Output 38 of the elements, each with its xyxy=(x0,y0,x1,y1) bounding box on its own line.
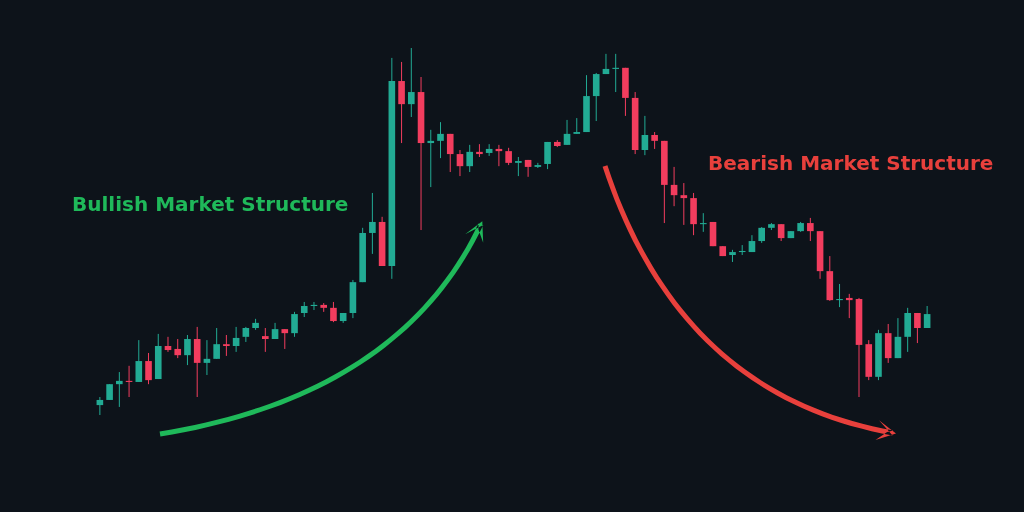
annotation: Bullish Market Structure xyxy=(72,192,349,216)
candlestick xyxy=(193,326,201,398)
candlestick xyxy=(232,326,240,353)
candlestick xyxy=(641,115,649,156)
candlestick xyxy=(914,312,921,344)
candlestick xyxy=(174,338,182,359)
candlestick xyxy=(398,61,405,144)
annotation: Bearish Market Structure xyxy=(708,151,994,175)
candlestick xyxy=(408,47,415,118)
candlestick xyxy=(807,217,814,242)
candlestick xyxy=(738,244,746,256)
candlestick xyxy=(699,212,707,233)
candlestick xyxy=(845,293,853,319)
candlestick xyxy=(456,149,464,177)
candlestick xyxy=(427,129,435,188)
candlestick xyxy=(281,328,289,350)
candlestick xyxy=(145,352,152,385)
candlestick xyxy=(184,334,191,366)
candlestick xyxy=(836,283,843,308)
candlestick xyxy=(437,121,444,159)
candlestick xyxy=(904,307,911,353)
candlestick xyxy=(680,182,688,226)
candlestick xyxy=(330,301,337,323)
candlestick xyxy=(213,327,220,360)
candlestick xyxy=(116,371,123,408)
candlestick xyxy=(544,141,551,170)
candlestick xyxy=(369,192,376,255)
candlestick xyxy=(466,144,474,173)
candlestick xyxy=(223,334,230,357)
candlestick xyxy=(563,119,571,146)
candlestick xyxy=(612,53,619,93)
candlestick xyxy=(515,156,522,177)
candlestick xyxy=(592,72,600,122)
candlestick xyxy=(446,133,454,173)
candlestick xyxy=(135,339,143,383)
candlestick xyxy=(524,159,532,178)
candlestick xyxy=(291,311,298,338)
candlestick xyxy=(262,327,269,353)
